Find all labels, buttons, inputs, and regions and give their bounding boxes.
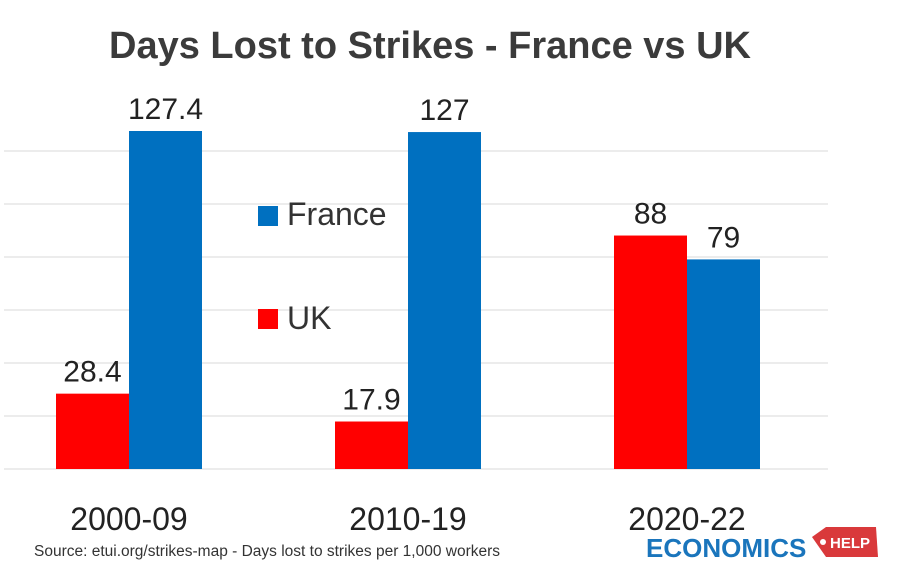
legend-swatch-uk bbox=[258, 309, 278, 329]
data-label-uk-2020-22: 88 bbox=[634, 198, 667, 231]
bar-uk-2010-19 bbox=[335, 421, 408, 469]
legend-swatch-france bbox=[258, 206, 278, 226]
bar-uk-2020-22 bbox=[614, 235, 687, 469]
data-label-uk-2000-09: 28.4 bbox=[63, 356, 121, 389]
source-note: Source: etui.org/strikes-map - Days lost… bbox=[34, 543, 500, 560]
data-label-france-2000-09: 127.4 bbox=[128, 93, 203, 126]
data-label-uk-2010-19: 17.9 bbox=[342, 384, 400, 417]
x-tick-label-2020-22: 2020-22 bbox=[628, 501, 745, 537]
data-label-france-2020-22: 79 bbox=[707, 221, 740, 254]
chart-title: Days Lost to Strikes - France vs UK bbox=[109, 25, 752, 67]
bar-france-2010-19 bbox=[408, 132, 481, 469]
logo-text: ECONOMICS bbox=[646, 533, 806, 563]
x-axis: 2000-09 2010-19 2020-22 bbox=[70, 501, 745, 537]
x-tick-label-2000-09: 2000-09 bbox=[70, 501, 187, 537]
legend-label-uk: UK bbox=[287, 300, 331, 336]
logo-dot bbox=[820, 539, 826, 545]
bars bbox=[56, 131, 760, 469]
legend: France UK bbox=[258, 196, 387, 336]
legend-label-france: France bbox=[287, 196, 387, 232]
bar-france-2000-09 bbox=[129, 131, 202, 469]
bar-france-2020-22 bbox=[687, 259, 760, 469]
logo-badge bbox=[812, 527, 878, 557]
x-tick-label-2010-19: 2010-19 bbox=[349, 501, 466, 537]
data-labels: 28.4 127.4 17.9 127 88 79 bbox=[63, 93, 740, 417]
logo-badge-text: HELP bbox=[830, 535, 870, 552]
bar-uk-2000-09 bbox=[56, 393, 129, 469]
economics-help-logo: ECONOMICS HELP bbox=[646, 527, 878, 563]
data-label-france-2010-19: 127 bbox=[419, 94, 469, 127]
